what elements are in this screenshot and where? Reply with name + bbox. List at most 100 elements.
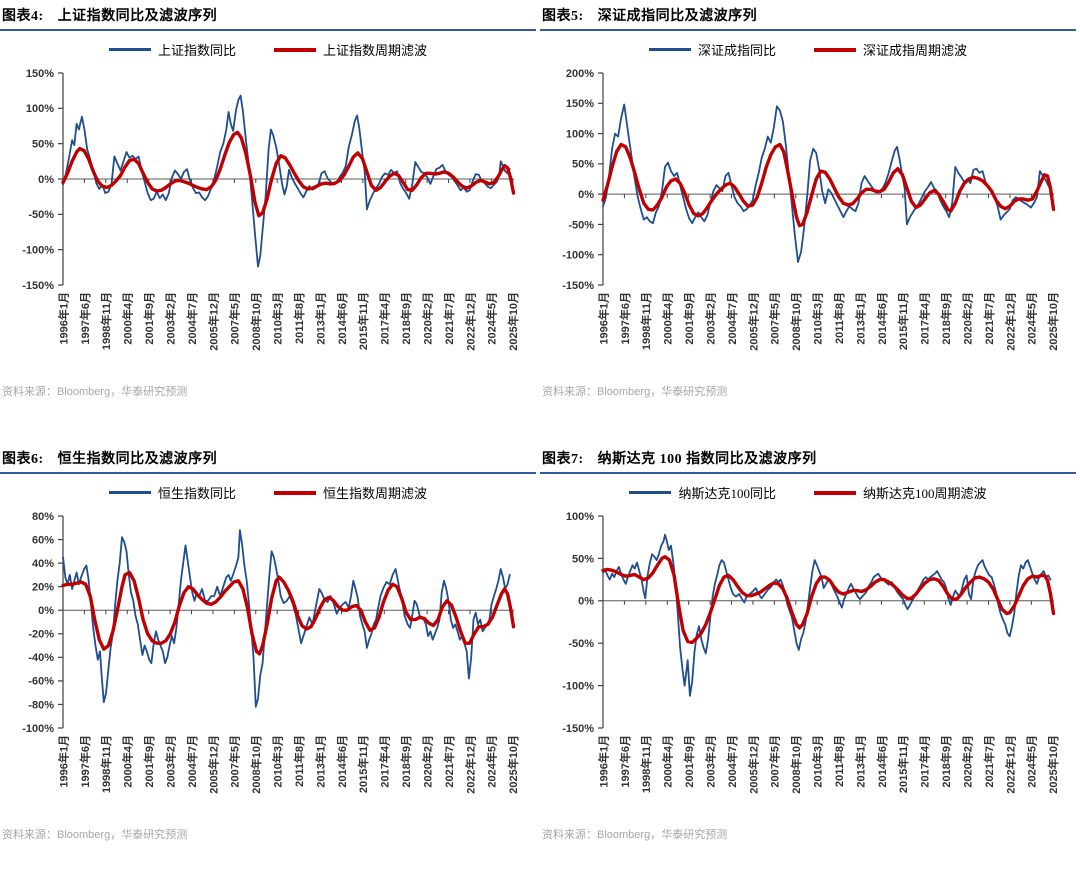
x-tick-label: 2017年4月 — [918, 735, 932, 788]
line-chart: -150% -100% -50% 0% 50% 100% 150% 1996年1月 1997年6… — [22, 68, 520, 351]
x-tick-label: 2024年5月 — [1025, 292, 1039, 345]
chart-title: 图表4: 上证指数同比及滤波序列 — [0, 2, 536, 31]
x-tick-label: 2008年10月 — [249, 735, 263, 794]
x-tick-label: 2014年6月 — [875, 735, 889, 788]
x-tick-label: 2003年2月 — [163, 735, 177, 788]
chart-panel-szse: 图表5: 深证成指同比及滤波序列 深证成指同比 深证成指周期滤波 -150% -10… — [540, 2, 1076, 399]
legend-label: 恒生指数周期滤波 — [323, 486, 428, 501]
y-tick-label: -100% — [22, 245, 54, 257]
x-tick-label: 2024年5月 — [485, 735, 499, 788]
x-tick-label: 2000年4月 — [661, 735, 675, 788]
x-tick-label: 2021年7月 — [982, 735, 996, 788]
chart-number-label: 图表7: — [542, 452, 584, 467]
y-tick-label: -50% — [28, 209, 54, 221]
source-note: 资料来源：Bloomberg，华泰研究预测 — [542, 386, 728, 398]
x-tick-label: 2000年4月 — [121, 735, 135, 788]
red-line-swatch-icon — [274, 47, 316, 52]
y-tick-label: -150% — [562, 280, 594, 292]
legend-label: 深证成指周期滤波 — [863, 43, 968, 58]
y-tick-label: 60% — [32, 534, 54, 546]
x-tick-label: 2015年11月 — [356, 292, 370, 350]
plot-area: -150% -100% -50% 0% 50% 100% 150% 200% 1996年1月 19… — [562, 68, 1060, 351]
y-tick-label: 0% — [38, 605, 54, 617]
y-tick-label: 150% — [566, 98, 594, 110]
x-tick-label: 2024年5月 — [485, 292, 499, 345]
x-tick-label: 2011年8月 — [292, 735, 306, 787]
y-tick-label: -150% — [562, 723, 594, 735]
x-tick-label: 1996年1月 — [56, 292, 70, 345]
legend-label: 纳斯达克100周期滤波 — [863, 486, 987, 501]
x-tick-label: 1996年1月 — [596, 292, 610, 345]
x-tick-label: 1996年1月 — [596, 735, 610, 788]
x-tick-label: 2005年12月 — [746, 292, 760, 351]
legend-item-yoy: 上证指数同比 — [108, 40, 236, 59]
x-tick-label: 2017年4月 — [378, 735, 392, 788]
chart-legend: 上证指数同比 上证指数周期滤波 — [0, 40, 536, 59]
legend-item-yoy: 深证成指同比 — [648, 40, 776, 59]
source-note: 资料来源：Bloomberg，华泰研究预测 — [2, 829, 188, 841]
x-tick-label: 2018年9月 — [399, 735, 413, 788]
x-tick-label: 2004年7月 — [185, 735, 199, 788]
x-tick-label: 2025年10月 — [1046, 735, 1060, 794]
red-line-swatch-icon — [814, 490, 856, 495]
plot-area: -150% -100% -50% 0% 50% 100% 150% 1996年1月 1997年6… — [22, 68, 520, 351]
x-tick-label: 2008年10月 — [789, 735, 803, 794]
source-note: 资料来源：Bloomberg，华泰研究预测 — [542, 829, 728, 841]
y-tick-label: -100% — [562, 680, 594, 692]
series-line-red — [61, 570, 516, 656]
y-tick-label: -80% — [28, 699, 54, 711]
x-tick-label: 2010年3月 — [271, 735, 285, 788]
x-tick-label: 2000年4月 — [121, 292, 135, 345]
y-tick-label: -100% — [22, 723, 54, 735]
plot-area: -150% -100% -50% 0% 50% 100% 1996年1月 1997年6月 199… — [562, 511, 1060, 794]
y-tick-label: 150% — [26, 68, 54, 80]
x-tick-label: 1998年11月 — [99, 292, 113, 350]
legend-item-filter: 恒生指数周期滤波 — [274, 483, 427, 502]
legend-label: 上证指数周期滤波 — [323, 43, 428, 58]
series-line-red — [601, 142, 1056, 228]
y-tick-label: 100% — [26, 103, 54, 115]
y-tick-label: 200% — [566, 68, 594, 80]
x-tick-label: 2013年1月 — [853, 735, 867, 788]
x-tick-label: 2018年9月 — [939, 292, 953, 345]
series-line-blue — [602, 533, 1052, 697]
x-tick-label: 2007年5月 — [768, 292, 782, 345]
x-tick-label: 2011年8月 — [832, 735, 846, 787]
x-tick-label: 2011年8月 — [832, 292, 846, 344]
x-tick-label: 2020年2月 — [960, 735, 974, 788]
y-tick-label: 100% — [566, 511, 594, 523]
x-tick-label: 2018年9月 — [939, 735, 953, 788]
x-tick-label: 2018年9月 — [399, 292, 413, 345]
y-tick-label: 0% — [578, 189, 594, 201]
line-chart: -150% -100% -50% 0% 50% 100% 150% 200% 1996年1月 19… — [562, 68, 1060, 351]
x-tick-label: 2010年3月 — [811, 292, 825, 345]
y-tick-label: 50% — [32, 139, 54, 151]
x-tick-label: 2001年9月 — [682, 292, 696, 345]
x-tick-label: 2010年3月 — [811, 735, 825, 788]
x-tick-label: 2008年10月 — [789, 292, 803, 351]
legend-item-yoy: 恒生指数同比 — [108, 483, 236, 502]
chart-title: 图表7: 纳斯达克 100 指数同比及滤波序列 — [540, 445, 1076, 474]
chart-legend: 深证成指同比 深证成指周期滤波 — [540, 40, 1076, 59]
x-tick-label: 2010年3月 — [271, 292, 285, 345]
y-tick-label: 0% — [38, 174, 54, 186]
y-tick-label: 50% — [572, 159, 594, 171]
legend-label: 上证指数同比 — [157, 43, 236, 58]
y-tick-label: -50% — [568, 638, 594, 650]
y-tick-label: 0% — [578, 596, 594, 608]
x-tick-label: 2025年10月 — [506, 292, 520, 351]
x-tick-label: 2007年5月 — [228, 735, 242, 788]
series-line-blue — [602, 103, 1052, 263]
x-tick-label: 2014年6月 — [335, 735, 349, 788]
x-tick-label: 2014年6月 — [335, 292, 349, 345]
chart-legend: 恒生指数同比 恒生指数周期滤波 — [0, 483, 536, 502]
legend-label: 深证成指同比 — [697, 43, 776, 58]
x-tick-label: 2003年2月 — [703, 735, 717, 788]
x-tick-label: 2013年1月 — [853, 292, 867, 345]
y-tick-label: 100% — [566, 128, 594, 140]
x-tick-label: 2000年4月 — [661, 292, 675, 345]
x-tick-label: 2024年5月 — [1025, 735, 1039, 788]
x-tick-label: 2003年2月 — [163, 292, 177, 345]
legend-label: 恒生指数同比 — [157, 486, 236, 501]
x-tick-label: 2020年2月 — [420, 292, 434, 345]
